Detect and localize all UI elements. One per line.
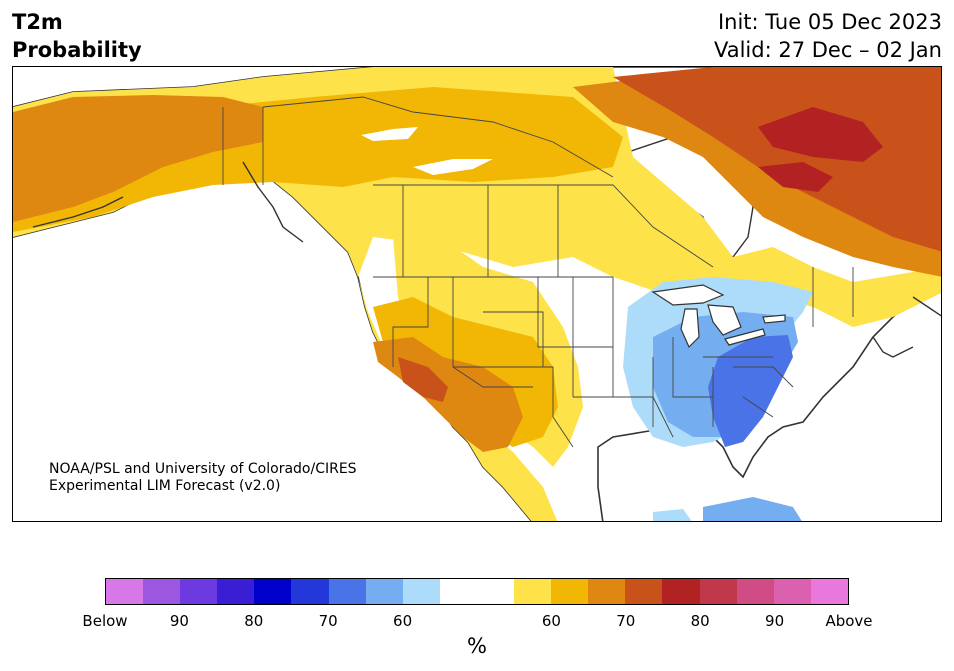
colorbar-segment bbox=[291, 579, 329, 604]
colorbar-segment bbox=[254, 579, 292, 604]
above-75-canada-east bbox=[613, 67, 941, 252]
forecast-dates: Init: Tue 05 Dec 2023 Valid: 27 Dec – 02… bbox=[714, 8, 942, 64]
colorbar-segment bbox=[514, 579, 552, 604]
colorbar-segment bbox=[402, 579, 440, 604]
title-line-2: Probability bbox=[12, 38, 142, 62]
map-canvas bbox=[13, 67, 941, 521]
colorbar-segment bbox=[625, 579, 663, 604]
colorbar-segment bbox=[699, 579, 737, 604]
above-80-labrador bbox=[758, 107, 883, 162]
colorbar-tick-label: Above bbox=[825, 612, 873, 630]
above-75-southwest bbox=[398, 357, 448, 402]
credit-line-1: NOAA/PSL and University of Colorado/CIRE… bbox=[49, 461, 357, 477]
map-title: T2m Probability bbox=[12, 8, 142, 64]
valid-range: Valid: 27 Dec – 02 Jan bbox=[713, 38, 942, 62]
colorbar-segment bbox=[476, 579, 515, 604]
colorbar bbox=[105, 578, 849, 605]
colorbar-segment bbox=[143, 579, 181, 604]
colorbar-segment bbox=[810, 579, 848, 604]
lake-superior bbox=[651, 284, 725, 306]
colorbar-tick-label: 70 bbox=[318, 612, 338, 630]
credit-line-2: Experimental LIM Forecast (v2.0) bbox=[49, 478, 281, 494]
colorbar-tick-label: Below bbox=[82, 612, 128, 630]
colorbar-segment bbox=[328, 579, 366, 604]
colorbar-segment bbox=[106, 579, 144, 604]
coastline-details bbox=[32, 161, 941, 358]
colorbar-tick-label: 70 bbox=[616, 612, 636, 630]
lake-erie bbox=[724, 328, 766, 346]
colorbar-segment bbox=[773, 579, 811, 604]
title-line-1: T2m bbox=[12, 10, 63, 34]
colorbar-tick-label: 80 bbox=[244, 612, 264, 630]
lake-ontario bbox=[762, 314, 786, 324]
lake-michigan bbox=[680, 308, 700, 349]
boundary-lines bbox=[222, 96, 854, 448]
colorbar-unit: % bbox=[467, 634, 487, 658]
colorbar-segment bbox=[439, 579, 477, 604]
great-bear-lake bbox=[413, 159, 493, 175]
probability-map bbox=[12, 66, 942, 522]
colorbar-segment bbox=[180, 579, 218, 604]
init-date: Init: Tue 05 Dec 2023 bbox=[717, 10, 942, 34]
colorbar-segment bbox=[217, 579, 255, 604]
colorbar-segment bbox=[551, 579, 589, 604]
colorbar-segment bbox=[736, 579, 774, 604]
colorbar-tick-label: 60 bbox=[393, 612, 413, 630]
colorbar-tick-label: 80 bbox=[690, 612, 710, 630]
credit-text: NOAA/PSL and University of Colorado/CIRE… bbox=[49, 461, 357, 495]
great-slave-lake bbox=[361, 127, 418, 141]
colorbar-segment bbox=[662, 579, 700, 604]
above-70-alaska bbox=[13, 95, 263, 222]
colorbar-tick-label: 90 bbox=[765, 612, 785, 630]
colorbar-tick-label: 60 bbox=[541, 612, 561, 630]
colorbar-tick-label: 90 bbox=[169, 612, 189, 630]
below-60-bahamas bbox=[653, 509, 692, 521]
below-70-region bbox=[708, 335, 793, 447]
lake-huron bbox=[707, 304, 742, 336]
above-80-quebec bbox=[758, 162, 833, 192]
colorbar-segment bbox=[365, 579, 403, 604]
colorbar-segment bbox=[588, 579, 626, 604]
below-65-cuba bbox=[703, 497, 802, 521]
